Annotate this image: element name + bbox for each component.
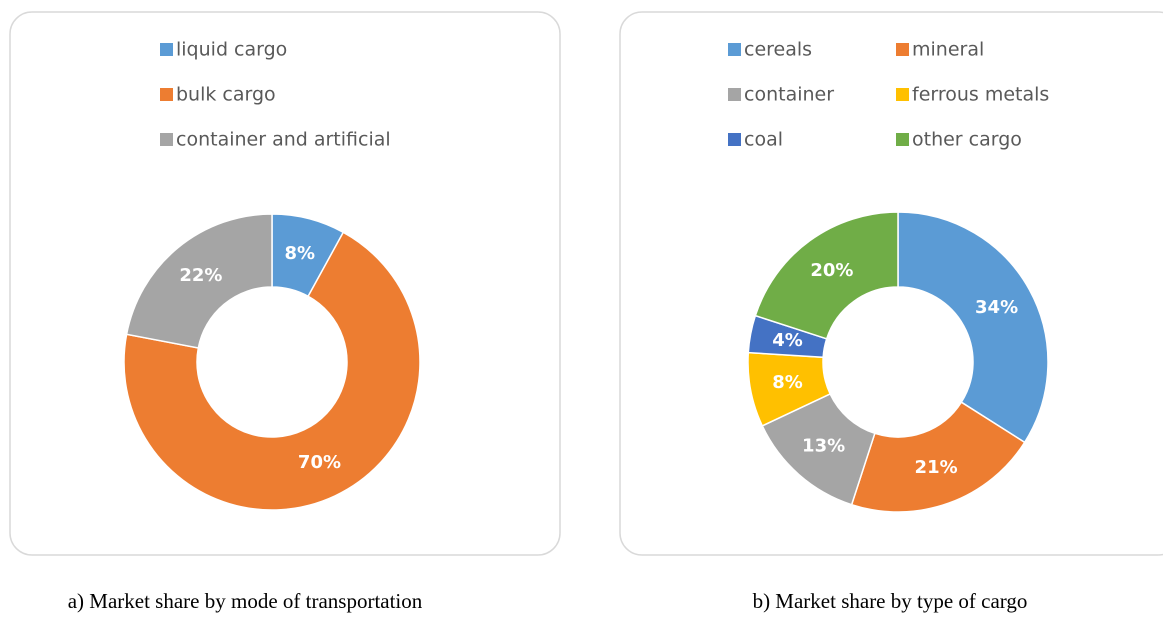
legend-label: cereals xyxy=(744,39,812,61)
caption: b) Market share by type of cargo xyxy=(753,589,1028,613)
data-label: 20% xyxy=(810,260,853,281)
caption: a) Market share by mode of transportatio… xyxy=(68,589,423,613)
legend-label: mineral xyxy=(912,39,984,61)
legend-label: bulk cargo xyxy=(176,84,276,106)
data-label: 34% xyxy=(975,297,1018,318)
data-label: 22% xyxy=(179,265,222,286)
figure: 8% 70% 22% liquid cargo bulk cargo container … xyxy=(0,0,1163,630)
legend-label: coal xyxy=(744,129,783,151)
legend-label: other cargo xyxy=(912,129,1022,151)
legend-swatch xyxy=(728,88,741,101)
legend-swatch xyxy=(160,43,173,56)
legend-swatch xyxy=(896,133,909,146)
legend-swatch xyxy=(160,88,173,101)
data-label: 8% xyxy=(772,372,803,393)
data-label: 4% xyxy=(772,330,803,351)
legend-label: container xyxy=(744,84,834,106)
data-label: 21% xyxy=(915,457,958,478)
legend-label: ferrous metals xyxy=(912,84,1049,106)
data-label: 8% xyxy=(284,243,315,264)
legend-label: liquid cargo xyxy=(176,39,287,61)
legend-swatch xyxy=(728,43,741,56)
legend-swatch xyxy=(728,133,741,146)
data-label: 13% xyxy=(802,435,845,456)
legend-label: container and artificial xyxy=(176,129,391,151)
legend-swatch xyxy=(896,43,909,56)
legend-swatch xyxy=(896,88,909,101)
legend-swatch xyxy=(160,133,173,146)
data-label: 70% xyxy=(298,452,341,473)
